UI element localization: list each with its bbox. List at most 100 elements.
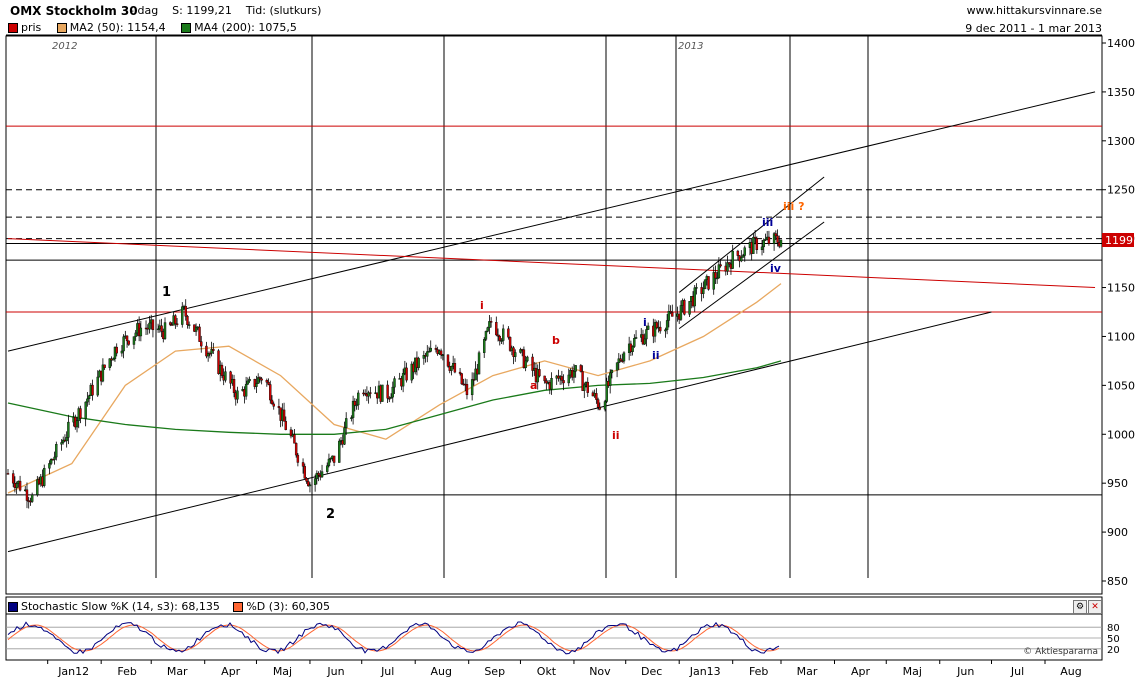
x-tick-label: Jul	[380, 665, 394, 678]
candle-body	[148, 322, 151, 330]
candle-body	[329, 458, 332, 460]
legend-swatch-icon	[8, 23, 18, 33]
zoom-icon[interactable]: ⚙	[1073, 600, 1087, 614]
candle-body	[67, 421, 70, 438]
candle-body	[206, 353, 210, 357]
price-legend: pris MA2 (50): 1154,4 MA4 (200): 1075,5	[8, 21, 309, 35]
candle-body	[610, 370, 614, 374]
x-tick-label: Nov	[589, 665, 611, 678]
candle-body	[562, 380, 565, 384]
x-tick-label: Apr	[851, 665, 871, 678]
candle-body	[427, 351, 431, 353]
candle-body	[741, 255, 745, 258]
candle-body	[450, 365, 453, 371]
ma-line-MA4	[7, 360, 782, 435]
stochastic-legend: Stochastic Slow %K (14, s3): 68,135 %D (…	[8, 600, 340, 613]
candle-body	[260, 378, 263, 381]
stoch-level-label: 50	[1107, 634, 1120, 645]
x-tick-label: Jul	[1010, 665, 1024, 678]
candle-body	[224, 371, 227, 381]
x-tick-label: Jan13	[689, 665, 721, 678]
wave-label: iii	[762, 216, 773, 229]
candle-body	[267, 381, 270, 385]
candle-body	[579, 365, 583, 372]
wave-label: ii	[612, 429, 620, 442]
candle-body	[326, 465, 329, 472]
candle-body	[717, 264, 721, 279]
candle-body	[596, 399, 600, 408]
candle-body	[477, 352, 481, 375]
candle-body	[762, 239, 765, 248]
stoch-level-label: 20	[1107, 645, 1120, 656]
candle-body	[253, 378, 256, 387]
candle-body	[338, 440, 341, 463]
candle-body	[75, 420, 79, 428]
candle-body	[774, 233, 778, 237]
candle-body	[595, 393, 598, 400]
candle-body	[760, 246, 764, 251]
candle-body	[646, 325, 650, 330]
candle-body	[655, 322, 658, 328]
candle-body	[156, 328, 160, 331]
candle-body	[53, 456, 56, 460]
close-icon[interactable]: ✕	[1088, 600, 1102, 614]
x-tick-label: Maj	[903, 665, 922, 678]
candle-body	[683, 300, 686, 315]
candle-body	[728, 262, 731, 265]
x-tick-label: Apr	[221, 665, 241, 678]
candle-body	[229, 371, 232, 384]
candle-body	[15, 483, 18, 489]
candle-body	[426, 351, 429, 357]
candle-body	[351, 400, 355, 418]
candle-body	[79, 408, 82, 419]
candle-body	[236, 390, 239, 400]
credit-text: © Aktiespararna	[1023, 647, 1098, 657]
period-text: - dag	[130, 4, 159, 17]
candle-body	[174, 315, 177, 324]
wave-label: a	[530, 379, 537, 392]
candle-body	[25, 489, 29, 501]
candle-body	[688, 301, 691, 315]
wave-label: i	[480, 299, 484, 312]
candle-body	[160, 325, 163, 332]
candle-body	[205, 345, 208, 357]
candle-body	[308, 484, 312, 487]
y-tick-label: 1100	[1107, 330, 1135, 343]
candle-body	[363, 393, 367, 395]
candle-body	[212, 349, 215, 351]
candle-body	[634, 337, 638, 339]
candle-body	[524, 360, 527, 369]
y-tick-label: 900	[1107, 526, 1128, 539]
candle-body	[560, 376, 564, 381]
candle-body	[355, 404, 358, 407]
candle-body	[526, 356, 529, 362]
candle-body	[132, 336, 136, 345]
date-range: 9 dec 2011 - 1 mar 2013	[965, 22, 1102, 35]
candle-body	[313, 478, 317, 485]
candle-body	[446, 354, 450, 367]
candle-body	[702, 288, 705, 294]
chart-title: OMX Stockholm 30	[10, 4, 138, 18]
candle-body	[220, 364, 224, 376]
candle-body	[567, 374, 570, 384]
candle-body	[755, 238, 759, 251]
candle-body	[465, 384, 469, 396]
candle-body	[514, 352, 517, 357]
candle-body	[736, 250, 740, 256]
candle-body	[30, 494, 34, 502]
site-link[interactable]: www.hittakursvinnare.se	[966, 4, 1102, 17]
tid-text: Tid: (slutkurs)	[245, 4, 322, 17]
candle-body	[139, 327, 143, 337]
candle-body	[307, 481, 310, 487]
candle-body	[289, 429, 293, 437]
candle-body	[545, 380, 548, 384]
candle-body	[740, 257, 743, 262]
candle-body	[381, 384, 384, 402]
candle-body	[163, 322, 167, 339]
candle-body	[608, 372, 612, 386]
wave-label: b	[552, 334, 560, 347]
candle-body	[695, 287, 698, 289]
candle-body	[453, 363, 457, 373]
x-tick-label: Jan12	[57, 665, 89, 678]
candle-body	[277, 406, 281, 408]
